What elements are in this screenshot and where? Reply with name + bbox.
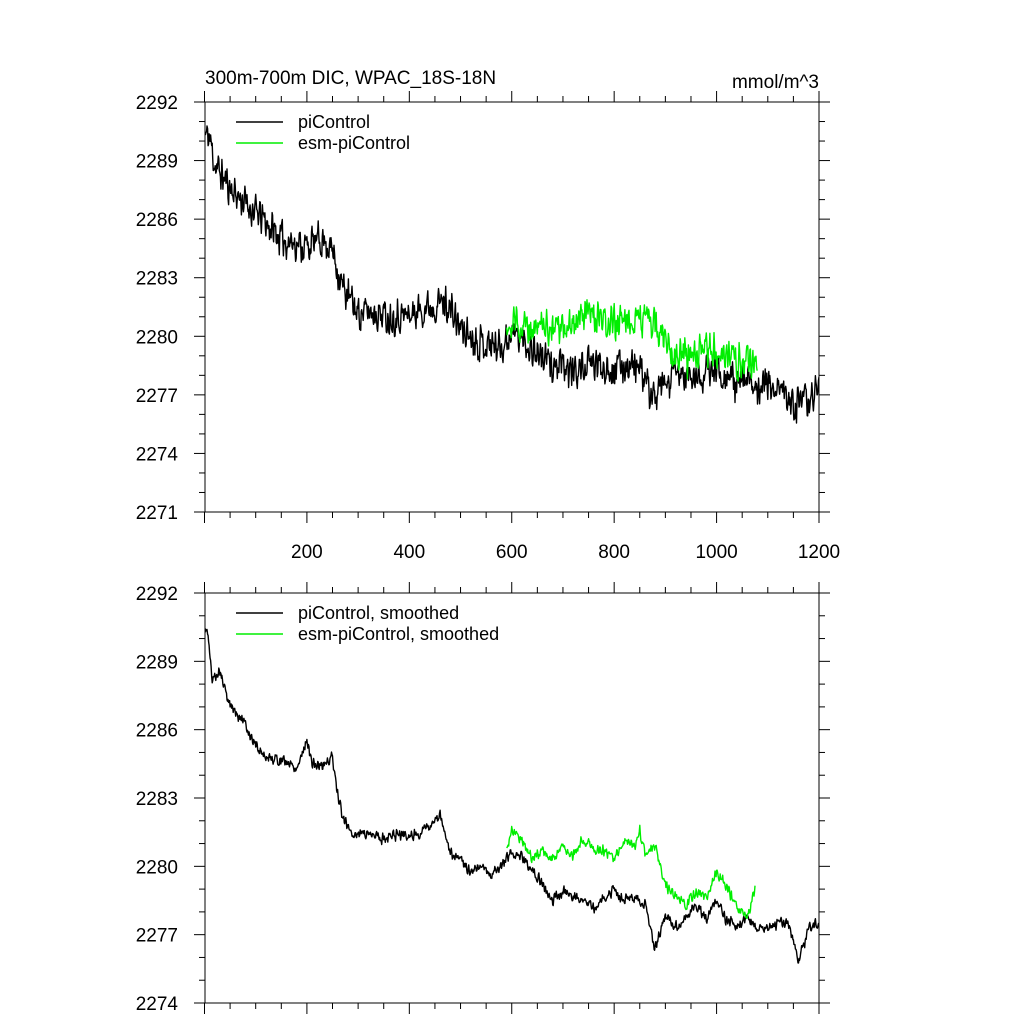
legend-label: piControl, smoothed: [298, 603, 459, 623]
series-line-esm-picontrol: [506, 824, 756, 920]
series-line-picontrol: [205, 628, 819, 964]
y-tick-label: 2286: [136, 210, 178, 231]
plot-frame: [204, 592, 820, 1004]
y-tick-label: 2274: [136, 444, 179, 465]
legend-label: esm-piControl, smoothed: [298, 624, 499, 644]
top-panel: 2271 2274 2277 2280 2283 2286 2289 2292 200 400 60…: [136, 68, 840, 563]
y-tick-label: 2283: [136, 269, 178, 290]
bottom-panel: 2274 2277 2280 2283 2286 2289 2292 piControl, s…: [136, 582, 830, 1015]
y-tick-label: 2283: [136, 789, 178, 810]
plot-frame: [204, 101, 820, 513]
y-tick-label: 2277: [136, 926, 178, 947]
x-tick-label: 200: [291, 542, 323, 563]
x-tick-label: 800: [598, 542, 630, 563]
x-tick-label: 1200: [798, 542, 840, 563]
x-tick-label: 400: [393, 542, 425, 563]
y-tick-label: 2271: [136, 503, 178, 524]
series-line-esm-picontrol: [505, 299, 758, 382]
units-label: mmol/m^3: [732, 72, 819, 93]
y-tick-label: 2292: [136, 584, 178, 605]
y-tick-label: 2289: [136, 152, 178, 173]
y-tick-label: 2280: [136, 857, 178, 878]
legend-label: esm-piControl: [298, 133, 410, 153]
y-tick-label: 2286: [136, 721, 178, 742]
y-tick-label: 2289: [136, 652, 178, 673]
y-tick-label: 2292: [136, 93, 178, 114]
y-tick-label: 2280: [136, 327, 178, 348]
x-tick-label: 600: [496, 542, 528, 563]
chart-title: 300m-700m DIC, WPAC_18S-18N: [205, 68, 496, 89]
series-line-picontrol: [205, 125, 819, 424]
legend-label: piControl: [298, 112, 370, 132]
y-tick-label: 2274: [136, 994, 179, 1015]
y-tick-label: 2277: [136, 386, 178, 407]
x-tick-label: 1000: [695, 542, 737, 563]
